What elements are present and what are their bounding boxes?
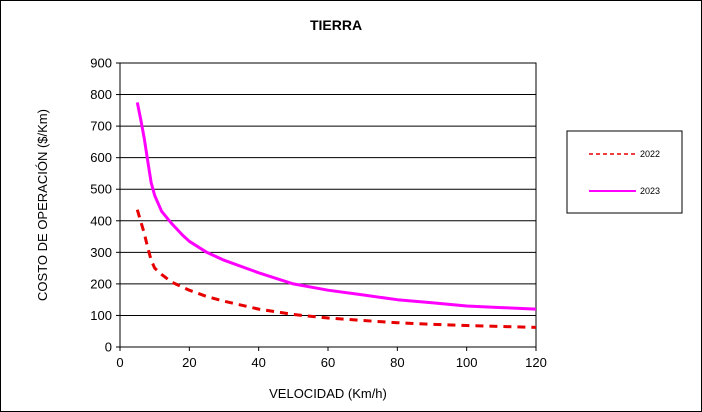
y-tick-label: 800 xyxy=(90,87,112,102)
x-axis-title: VELOCIDAD (Km/h) xyxy=(269,386,387,401)
y-axis-title: COSTO DE OPERACIÓN ($/Km) xyxy=(35,109,50,301)
x-axis-ticks: 0 20 40 60 80 100 120 xyxy=(116,347,547,370)
y-tick-label: 100 xyxy=(90,308,112,323)
series-line-2023 xyxy=(135,102,537,311)
y-tick-label: 0 xyxy=(105,340,112,355)
y-tick-label: 700 xyxy=(90,119,112,134)
x-tick-label: 20 xyxy=(182,355,196,370)
legend-box xyxy=(566,130,683,214)
y-tick-label: 600 xyxy=(90,150,112,165)
y-axis-ticks: 0 100 200 300 400 500 600 700 800 900 xyxy=(90,56,120,355)
x-tick-label: 60 xyxy=(321,355,335,370)
x-tick-label: 80 xyxy=(390,355,404,370)
plot-area xyxy=(119,62,537,348)
legend: 2022 2023 xyxy=(566,130,683,214)
y-tick-label: 200 xyxy=(90,276,112,291)
gridlines xyxy=(120,94,536,316)
legend-label-2023: 2023 xyxy=(640,186,660,196)
chart-title: TIERRA xyxy=(310,17,362,33)
legend-label-2022: 2022 xyxy=(640,149,660,159)
x-tick-label: 100 xyxy=(456,355,478,370)
y-tick-label: 500 xyxy=(90,182,112,197)
x-tick-label: 120 xyxy=(525,355,547,370)
x-tick-label: 0 xyxy=(116,355,123,370)
series-lines xyxy=(135,102,537,329)
y-tick-label: 900 xyxy=(90,56,112,71)
x-tick-label: 40 xyxy=(251,355,265,370)
series-line-2022 xyxy=(135,209,537,329)
y-tick-label: 400 xyxy=(90,213,112,228)
y-tick-label: 300 xyxy=(90,245,112,260)
